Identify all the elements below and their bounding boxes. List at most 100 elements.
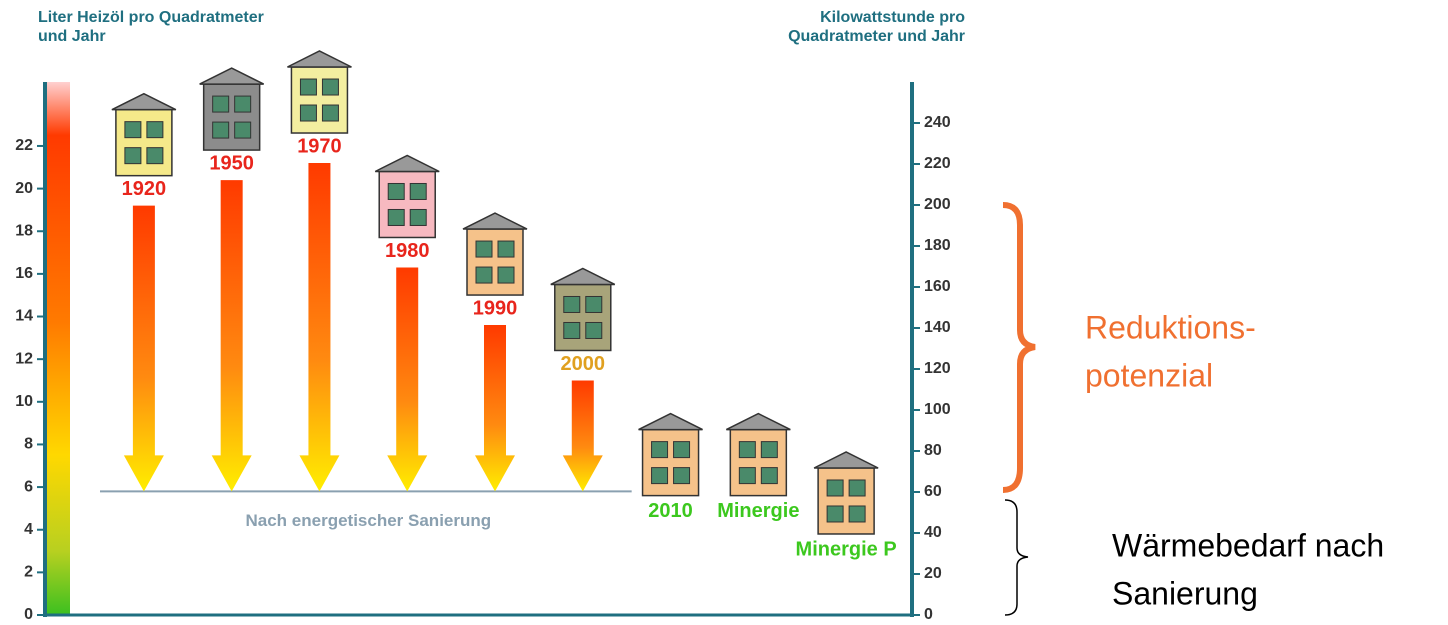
building-window: [564, 296, 580, 312]
category-label: 1990: [473, 297, 518, 319]
building-window: [322, 79, 338, 95]
chart: 0246810121416182022020406080100120140160…: [0, 0, 1448, 625]
y-tick-label: 6: [24, 478, 33, 495]
y-tick-label: 2: [24, 564, 33, 581]
building-window: [849, 480, 865, 496]
building-body: [818, 468, 874, 534]
building-window: [498, 241, 514, 257]
building-body: [643, 430, 699, 496]
building: [375, 155, 439, 237]
building-window: [147, 148, 163, 164]
y-tick-label: 22: [15, 137, 33, 154]
building-roof: [551, 268, 615, 284]
y2-tick-label: 220: [924, 155, 951, 172]
y2-tick-label: 160: [924, 278, 951, 295]
arrow: [563, 380, 603, 491]
y-tick-label: 20: [15, 180, 33, 197]
building-roof: [814, 452, 878, 468]
building: [463, 213, 527, 295]
building: [551, 268, 615, 350]
building-window: [761, 442, 777, 458]
y-tick-label: 4: [24, 521, 33, 538]
building: [287, 51, 351, 133]
building-body: [116, 110, 172, 176]
page: Liter Heizöl pro Quadratmeter und Jahr K…: [0, 0, 1448, 625]
building-body: [730, 430, 786, 496]
building-window: [586, 322, 602, 338]
annotation: Wärmebedarf nach: [1112, 527, 1384, 563]
building-window: [476, 241, 492, 257]
building-window: [498, 267, 514, 283]
building-window: [213, 96, 229, 112]
y2-tick-label: 40: [924, 524, 942, 541]
y2-tick-label: 60: [924, 483, 942, 500]
category-label: 1970: [297, 135, 342, 157]
building-window: [652, 442, 668, 458]
y2-tick-label: 80: [924, 442, 942, 459]
brace: [1003, 205, 1035, 490]
annotation: potenzial: [1085, 357, 1213, 393]
building-window: [586, 296, 602, 312]
building-window: [476, 267, 492, 283]
building-body: [379, 171, 435, 237]
brace: [1005, 500, 1028, 615]
building-window: [125, 122, 141, 138]
y-tick-label: 18: [15, 222, 33, 239]
building-window: [652, 468, 668, 484]
building-window: [388, 183, 404, 199]
building-body: [467, 229, 523, 295]
y2-tick-label: 100: [924, 401, 951, 418]
y2-tick-label: 140: [924, 319, 951, 336]
building-roof: [112, 94, 176, 110]
y-tick-label: 0: [24, 606, 33, 623]
building-roof: [287, 51, 351, 67]
building-window: [674, 442, 690, 458]
building-window: [125, 148, 141, 164]
category-label: Minergie P: [796, 538, 897, 560]
building-window: [827, 506, 843, 522]
building: [112, 94, 176, 176]
annotation: Reduktions-: [1085, 309, 1256, 345]
building-window: [388, 209, 404, 225]
building-roof: [375, 155, 439, 171]
y2-tick-label: 0: [924, 606, 933, 623]
category-label: 2000: [561, 353, 606, 375]
building-window: [300, 79, 316, 95]
renovation-label: Nach energetischer Sanierung: [246, 511, 492, 530]
building-window: [674, 468, 690, 484]
arrow: [124, 206, 164, 492]
scale-bar: [46, 82, 70, 615]
y2-tick-label: 240: [924, 114, 951, 131]
annotation: Sanierung: [1112, 575, 1258, 611]
building: [200, 68, 264, 150]
y2-tick-label: 200: [924, 196, 951, 213]
arrow: [475, 325, 515, 491]
y2-tick-label: 180: [924, 237, 951, 254]
y2-tick-label: 20: [924, 565, 942, 582]
y-tick-label: 12: [15, 350, 33, 367]
building-body: [555, 284, 611, 350]
building-roof: [726, 414, 790, 430]
building-window: [322, 105, 338, 121]
building: [814, 452, 878, 534]
building-window: [235, 96, 251, 112]
arrow: [299, 163, 339, 491]
y-tick-label: 14: [15, 308, 33, 325]
building-window: [300, 105, 316, 121]
building-window: [410, 209, 426, 225]
y-tick-label: 16: [15, 265, 33, 282]
building-window: [761, 468, 777, 484]
category-label: 1980: [385, 240, 430, 262]
category-label: 1920: [122, 178, 167, 200]
building-window: [564, 322, 580, 338]
building-window: [410, 183, 426, 199]
y-tick-label: 10: [15, 393, 33, 410]
arrow: [387, 267, 427, 491]
building-window: [739, 468, 755, 484]
building-window: [739, 442, 755, 458]
building-roof: [639, 414, 703, 430]
arrow: [212, 180, 252, 491]
category-label: Minergie: [717, 500, 799, 522]
category-label: 1950: [209, 152, 254, 174]
building-window: [849, 506, 865, 522]
